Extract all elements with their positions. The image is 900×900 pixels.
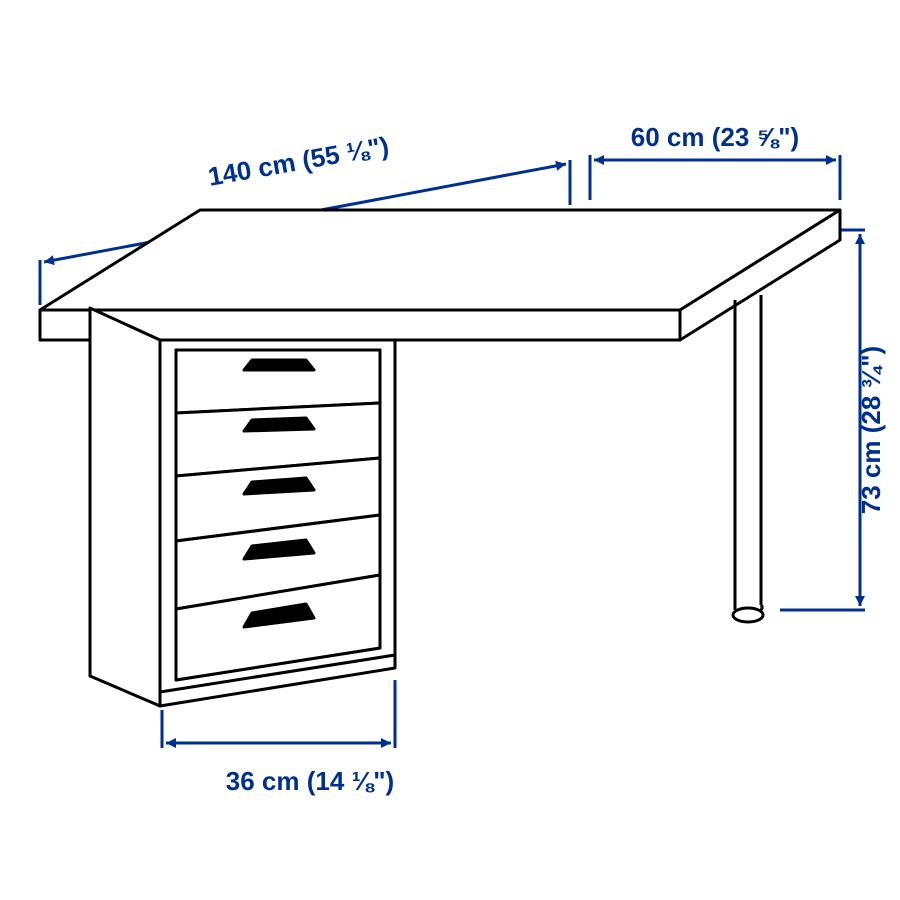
tabletop [40,210,840,340]
dimension-diagram: 140 cm (55 ⅛") 60 cm (23 ⅝") 73 cm (28 ¾… [0,0,900,900]
depth-label: 60 cm (23 ⅝") [631,122,799,152]
drawer-width-label: 36 cm (14 ⅛") [226,766,394,796]
table-leg [733,295,763,622]
height-label: 73 cm (28 ¾") [856,346,886,514]
width-label: 140 cm (55 ⅛") [206,130,391,191]
drawer-unit [90,308,395,706]
